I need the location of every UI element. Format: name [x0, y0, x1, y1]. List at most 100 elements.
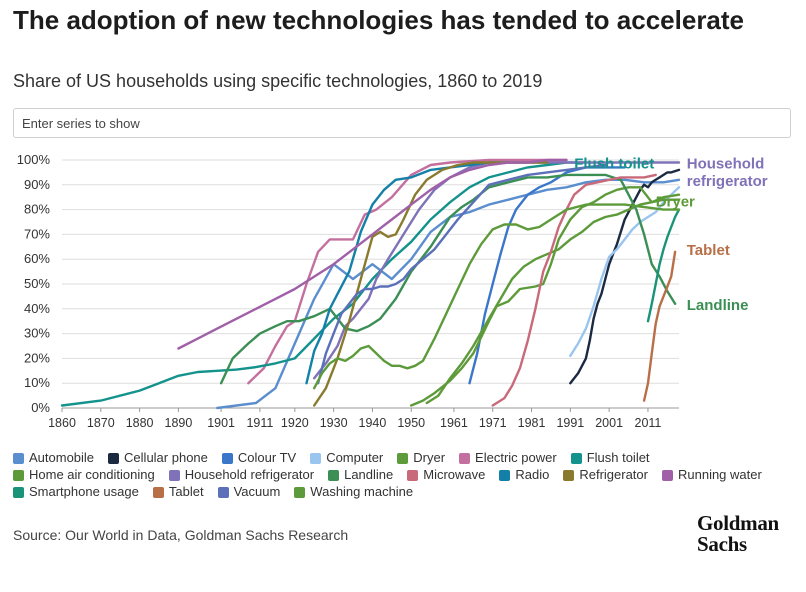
legend-swatch: [168, 469, 180, 481]
legend-label: Automobile: [29, 450, 95, 465]
series-dryer[interactable]: [410, 186, 681, 407]
line-chart: 0% 10% 20% 30% 40% 50% 60% 70% 80% 90% 100% 1860 187…: [17, 152, 768, 430]
legend-label: Computer: [326, 450, 384, 465]
legend-swatch: [13, 486, 24, 498]
series-line[interactable]: [491, 173, 657, 407]
legend-item-washing-machine[interactable]: Washing machine: [294, 484, 413, 500]
x-tick-label: 1981: [518, 416, 546, 430]
x-tick-label: 1940: [359, 416, 387, 430]
x-tick-label: 1920: [281, 416, 309, 430]
legend-item-smartphone-usage[interactable]: Smartphone usage: [13, 484, 139, 500]
y-tick-label: 90%: [24, 177, 50, 192]
legend-label: Microwave: [423, 467, 486, 482]
series-smartphone-usage[interactable]: [646, 208, 681, 323]
x-tick-label: 1860: [48, 416, 76, 430]
legend-label: Smartphone usage: [29, 484, 139, 499]
y-tick-label: 10%: [24, 375, 50, 390]
x-tick-label: 1930: [320, 416, 348, 430]
legend-swatch: [152, 486, 164, 498]
series-cellular-phone[interactable]: [569, 168, 681, 385]
series-layer: [60, 158, 681, 410]
legend-item-computer[interactable]: Computer: [310, 450, 383, 466]
y-tick-label: 50%: [24, 276, 50, 291]
legend-label: Colour TV: [237, 450, 297, 465]
series-line[interactable]: [305, 161, 510, 385]
series-end-label: refrigerator: [687, 173, 768, 190]
legend-item-radio[interactable]: Radio: [499, 467, 549, 483]
x-tick-label: 1991: [556, 416, 584, 430]
series-running-water[interactable]: [177, 158, 568, 350]
legend-item-running-water[interactable]: Running water: [661, 467, 762, 483]
x-tick-label: 1961: [440, 416, 468, 430]
y-tick-label: 70%: [24, 226, 50, 241]
series-line[interactable]: [569, 186, 681, 358]
x-tick-label: 1911: [246, 416, 273, 430]
x-tick-label: 1901: [207, 416, 235, 430]
legend-swatch: [328, 469, 340, 481]
series-landline[interactable]: [219, 173, 677, 385]
legend-item-refrigerator[interactable]: Refrigerator: [563, 467, 648, 483]
series-line[interactable]: [410, 186, 681, 407]
legend-item-electric-power[interactable]: Electric power: [459, 450, 557, 466]
legend-swatch: [661, 469, 673, 481]
legend-item-dryer[interactable]: Dryer: [397, 450, 445, 466]
series-end-label: Tablet: [687, 242, 730, 259]
y-tick-label: 40%: [24, 301, 50, 316]
series-end-label: Flush toilet: [574, 156, 654, 173]
legend-item-household-refrigerator[interactable]: Household refrigerator: [168, 467, 315, 483]
series-line[interactable]: [569, 168, 681, 385]
series-microwave[interactable]: [491, 173, 657, 407]
legend-label: Radio: [515, 467, 550, 482]
legend-label: Refrigerator: [579, 467, 648, 482]
series-tablet[interactable]: [642, 250, 677, 402]
legend-swatch: [217, 486, 229, 498]
x-tick-label: 1950: [397, 416, 425, 430]
legend-item-colour-tv[interactable]: Colour TV: [221, 450, 297, 466]
legend-label: Tablet: [168, 484, 204, 499]
series-end-label: Household: [687, 156, 765, 173]
legend-item-landline[interactable]: Landline: [328, 467, 393, 483]
series-line[interactable]: [313, 203, 681, 390]
legend-label: Household refrigerator: [184, 467, 315, 482]
series-line[interactable]: [219, 173, 677, 385]
x-tick-label: 2001: [595, 416, 623, 430]
legend-swatch: [499, 469, 511, 481]
series-filter-input[interactable]: [13, 108, 791, 138]
legend-item-automobile[interactable]: Automobile: [13, 450, 94, 466]
legend-item-cellular-phone[interactable]: Cellular phone: [108, 450, 208, 466]
series-line[interactable]: [646, 208, 681, 323]
series-end-label: Landline: [687, 297, 749, 314]
x-tick-label: 1890: [165, 416, 193, 430]
legend-swatch: [397, 452, 409, 464]
legend-swatch: [563, 469, 575, 481]
legend-label: Vacuum: [233, 484, 281, 499]
legend-item-vacuum[interactable]: Vacuum: [217, 484, 281, 500]
legend-swatch: [221, 452, 233, 464]
series-computer[interactable]: [569, 186, 681, 358]
legend-swatch: [294, 486, 306, 498]
legend-item-flush-toilet[interactable]: Flush toilet: [570, 450, 650, 466]
x-tick-label: 2011: [635, 416, 662, 430]
x-tick-label: 1971: [479, 416, 507, 430]
series-line[interactable]: [642, 250, 677, 402]
chart-legend: Automobile Cellular phone Colour TV Compute…: [13, 450, 793, 500]
legend-label: Cellular phone: [124, 450, 208, 465]
y-tick-label: 80%: [24, 202, 50, 217]
series-washing-machine[interactable]: [313, 203, 681, 390]
y-tick-label: 100%: [17, 152, 51, 167]
series-electric-power[interactable]: [247, 158, 568, 385]
legend-item-tablet[interactable]: Tablet: [152, 484, 204, 500]
y-tick-label: 20%: [24, 350, 50, 365]
series-refrigerator[interactable]: [313, 161, 549, 407]
legend-item-microwave[interactable]: Microwave: [407, 467, 485, 483]
series-line[interactable]: [247, 158, 568, 385]
series-line[interactable]: [177, 158, 568, 350]
series-vacuum[interactable]: [316, 163, 607, 385]
legend-label: Electric power: [475, 450, 557, 465]
legend-item-home-air-conditioning[interactable]: Home air conditioning: [13, 467, 155, 483]
chart-grid: 0% 10% 20% 30% 40% 50% 60% 70% 80% 90% 100% 1860 187…: [17, 152, 679, 430]
chart-title: The adoption of new technologies has ten…: [13, 5, 745, 35]
series-line[interactable]: [316, 163, 607, 385]
series-line[interactable]: [313, 161, 549, 407]
